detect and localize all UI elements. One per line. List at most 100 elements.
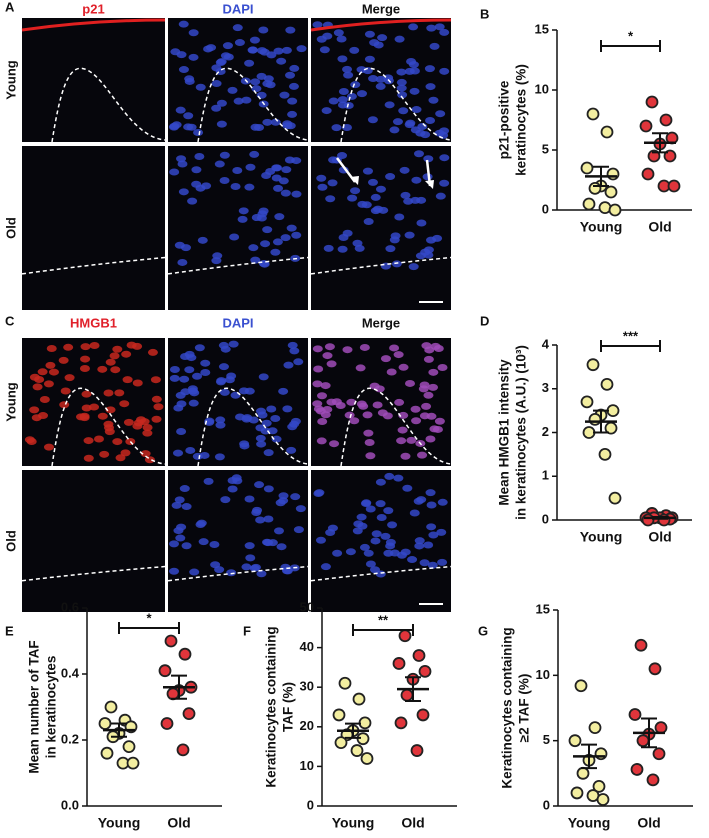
nucleus [396,437,407,445]
nucleus [316,174,327,182]
nucleus [426,24,437,32]
data-point [600,377,614,391]
nucleus [375,82,386,90]
nucleus [244,542,255,550]
data-point [352,692,366,706]
row-label: Old [3,217,18,239]
nucleus [187,197,198,205]
nucleus [375,75,386,83]
basement-line [310,565,452,582]
nucleus [222,42,233,50]
error-bar [405,676,421,703]
nucleus [196,519,207,527]
nucleus [132,422,143,430]
micrograph [168,470,308,612]
nucleus [256,91,267,99]
nucleus [256,570,267,578]
data-point [592,780,606,793]
nucleus [404,379,415,387]
nucleus [359,543,370,551]
basement-line [21,256,166,275]
data-point [104,700,118,714]
nucleus [81,390,92,398]
data-point [588,412,602,426]
nucleus [204,417,215,425]
nucleus [372,401,383,409]
nucleus [104,424,115,432]
nucleus [179,375,190,383]
nucleus [342,229,353,237]
nucleus [271,164,282,172]
nucleus [232,167,243,175]
nucleus [396,84,407,92]
nucleus [295,505,306,513]
data-point [410,744,424,757]
nucleus [247,46,258,54]
data-point [570,786,584,800]
nucleus [368,75,379,83]
basement-line [51,387,166,467]
y-tick-label: 40 [300,639,314,654]
nucleus [291,190,302,198]
nucleus [262,118,273,126]
nucleus [99,450,110,458]
nucleus [365,505,376,513]
nucleus [322,352,333,360]
nucleus [185,446,196,454]
nucleus [83,437,94,445]
nucleus [63,343,74,351]
nucleus [363,429,374,437]
nucleus [200,368,211,376]
nucleus [427,561,438,569]
nucleus [215,421,226,429]
nucleus [169,365,180,373]
nucleus [282,405,293,413]
nucleus [362,167,373,175]
nucleus [433,344,444,352]
error-bar [593,409,609,434]
data-point [588,181,602,195]
nucleus [169,168,180,176]
nucleus [232,477,243,485]
significance-label: ** [378,612,389,627]
nucleus [288,82,299,90]
nucleus [29,373,40,381]
data-point [646,773,660,787]
nucleus [415,252,426,260]
nucleus [392,118,403,126]
nucleus [193,128,204,136]
nucleus [291,231,302,239]
nucleus [188,387,199,395]
nucleus [178,188,189,196]
nucleus [319,46,330,54]
nucleus [416,496,427,504]
data-point [574,679,588,693]
x-tick-label: Young [98,815,141,831]
nucleus [385,245,396,253]
nucleus [274,213,285,221]
nucleus [170,48,181,56]
nucleus [423,355,434,363]
nucleus [169,540,180,548]
nucleus [323,244,334,252]
nucleus [338,87,349,95]
nucleus [239,440,250,448]
error-bar [345,722,361,739]
nucleus [356,400,367,408]
nucleus [120,449,131,457]
y-tick-label: 0.2 [61,731,79,746]
nucleus [285,26,296,34]
basement-line [167,256,309,275]
y-tick-label: 20 [300,718,314,733]
nucleus [428,383,439,391]
data-point [606,167,620,181]
nucleus [203,45,214,53]
y-axis-label: Mean number of TAF [27,640,42,773]
micrograph [311,146,451,310]
significance-label: * [628,28,634,43]
nucleus [322,32,333,40]
nucleus [220,496,231,504]
nucleus [110,366,121,374]
data-point [98,717,112,730]
stratum [310,18,452,32]
